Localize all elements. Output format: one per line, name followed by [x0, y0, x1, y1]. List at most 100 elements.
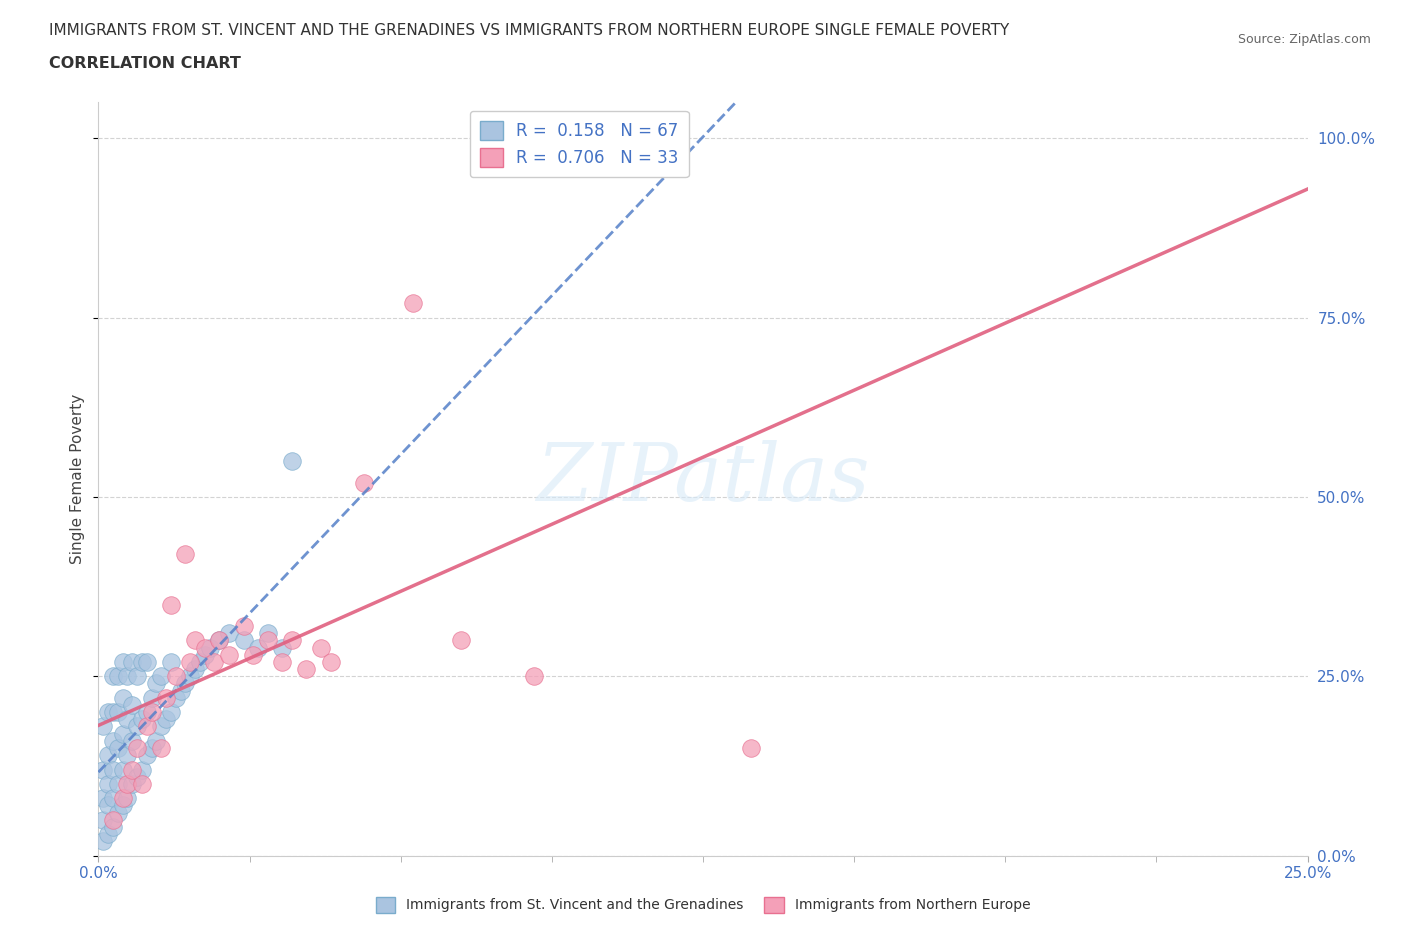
Point: [184, 661, 207, 676]
Point: [256, 626, 278, 641]
Point: [184, 633, 207, 648]
Point: [165, 669, 187, 684]
Point: [111, 798, 134, 813]
Point: [127, 719, 149, 734]
Point: [127, 769, 149, 784]
Text: CORRELATION CHART: CORRELATION CHART: [49, 56, 240, 71]
Point: [141, 705, 163, 720]
Point: [150, 719, 173, 734]
Point: [402, 296, 425, 311]
Point: [107, 705, 129, 720]
Point: [111, 762, 134, 777]
Point: [107, 669, 129, 684]
Point: [281, 454, 304, 469]
Point: [271, 640, 294, 655]
Point: [188, 655, 211, 670]
Point: [101, 812, 124, 827]
Point: [101, 819, 124, 834]
Point: [121, 762, 143, 777]
Point: [179, 669, 201, 684]
Point: [160, 597, 183, 612]
Point: [145, 734, 167, 749]
Point: [174, 547, 197, 562]
Point: [131, 762, 153, 777]
Point: [450, 633, 472, 648]
Point: [91, 834, 114, 849]
Point: [204, 655, 226, 670]
Point: [121, 698, 143, 712]
Point: [135, 719, 157, 734]
Point: [101, 734, 124, 749]
Point: [121, 777, 143, 791]
Point: [165, 690, 187, 705]
Point: [194, 640, 217, 655]
Point: [131, 711, 153, 726]
Point: [194, 647, 217, 662]
Point: [121, 655, 143, 670]
Point: [107, 740, 129, 755]
Point: [150, 669, 173, 684]
Point: [179, 655, 201, 670]
Point: [131, 655, 153, 670]
Point: [101, 790, 124, 805]
Point: [160, 705, 183, 720]
Point: [111, 690, 134, 705]
Legend: Immigrants from St. Vincent and the Grenadines, Immigrants from Northern Europe: Immigrants from St. Vincent and the Gren…: [370, 891, 1036, 919]
Text: IMMIGRANTS FROM ST. VINCENT AND THE GRENADINES VS IMMIGRANTS FROM NORTHERN EUROP: IMMIGRANTS FROM ST. VINCENT AND THE GREN…: [49, 23, 1010, 38]
Point: [155, 711, 177, 726]
Point: [101, 762, 124, 777]
Point: [232, 618, 254, 633]
Legend: R =  0.158   N = 67, R =  0.706   N = 33: R = 0.158 N = 67, R = 0.706 N = 33: [470, 111, 689, 178]
Point: [107, 805, 129, 820]
Point: [198, 640, 221, 655]
Y-axis label: Single Female Poverty: Single Female Poverty: [70, 393, 86, 565]
Point: [117, 790, 139, 805]
Point: [135, 748, 157, 763]
Point: [135, 655, 157, 670]
Point: [97, 827, 120, 842]
Point: [117, 748, 139, 763]
Point: [91, 762, 114, 777]
Point: [97, 748, 120, 763]
Point: [174, 676, 197, 691]
Point: [117, 777, 139, 791]
Point: [101, 669, 124, 684]
Text: ZIPatlas: ZIPatlas: [536, 440, 870, 518]
Point: [111, 790, 134, 805]
Point: [141, 740, 163, 755]
Point: [97, 777, 120, 791]
Text: Source: ZipAtlas.com: Source: ZipAtlas.com: [1237, 33, 1371, 46]
Point: [256, 633, 278, 648]
Point: [160, 655, 183, 670]
Point: [97, 705, 120, 720]
Point: [150, 740, 173, 755]
Point: [107, 777, 129, 791]
Point: [295, 661, 318, 676]
Point: [523, 669, 546, 684]
Point: [281, 633, 304, 648]
Point: [169, 684, 191, 698]
Point: [740, 740, 762, 755]
Point: [117, 711, 139, 726]
Point: [155, 690, 177, 705]
Point: [117, 669, 139, 684]
Point: [111, 655, 134, 670]
Point: [97, 798, 120, 813]
Point: [131, 777, 153, 791]
Point: [218, 626, 240, 641]
Point: [127, 740, 149, 755]
Point: [127, 669, 149, 684]
Point: [135, 705, 157, 720]
Point: [91, 790, 114, 805]
Point: [208, 633, 231, 648]
Point: [232, 633, 254, 648]
Point: [619, 159, 641, 174]
Point: [208, 633, 231, 648]
Point: [353, 475, 375, 490]
Point: [247, 640, 270, 655]
Point: [121, 734, 143, 749]
Point: [101, 705, 124, 720]
Point: [141, 690, 163, 705]
Point: [91, 812, 114, 827]
Point: [271, 655, 294, 670]
